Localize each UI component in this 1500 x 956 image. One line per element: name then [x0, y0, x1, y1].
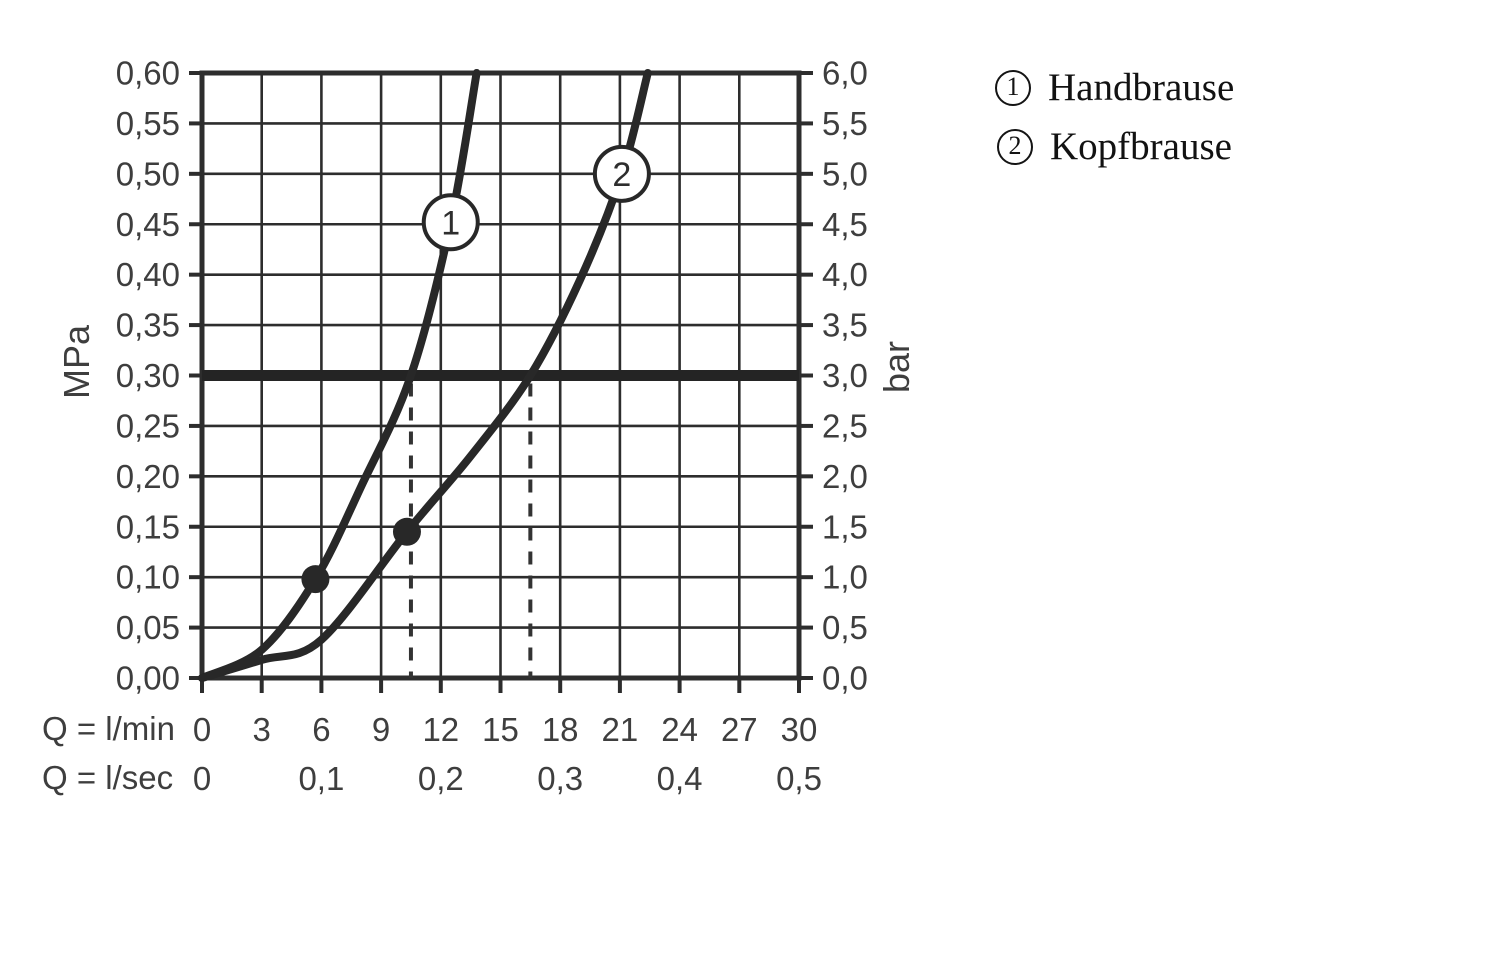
x-lmin-tick-label: 27 — [721, 711, 758, 748]
left-tick-label: 0,60 — [116, 55, 180, 92]
x-lmin-tick-label: 15 — [482, 711, 519, 748]
x-lmin-tick-label: 0 — [193, 711, 211, 748]
left-tick-label: 0,55 — [116, 105, 180, 142]
left-tick-label: 0,15 — [116, 508, 180, 545]
curve-1-badge-number: 1 — [441, 204, 460, 242]
x-lmin-tick-label: 9 — [372, 711, 390, 748]
right-tick-label: 2,5 — [822, 407, 868, 444]
curve-1-badge-circle — [421, 193, 480, 252]
right-tick-label: 3,0 — [822, 357, 868, 394]
left-tick-label: 0,30 — [116, 357, 180, 394]
left-tick-label: 0,45 — [116, 206, 180, 243]
x-axis-row2-label: Q = l/sec — [42, 759, 174, 796]
right-tick-label: 5,5 — [822, 105, 868, 142]
x-lmin-tick-label: 3 — [253, 711, 271, 748]
x-lmin-tick-label: 18 — [542, 711, 579, 748]
x-lmin-tick-label: 12 — [422, 711, 459, 748]
x-lmin-tick-label: 30 — [781, 711, 818, 748]
left-tick-label: 0,40 — [116, 256, 180, 293]
right-tick-label: 0,0 — [822, 660, 868, 697]
right-tick-label: 4,0 — [822, 256, 868, 293]
left-tick-label: 0,35 — [116, 307, 180, 344]
right-tick-label: 2,0 — [822, 458, 868, 495]
x-lmin-tick-label: 21 — [602, 711, 639, 748]
left-tick-label: 0,05 — [116, 609, 180, 646]
right-axis-unit-label: bar — [876, 340, 917, 394]
x-lsec-tick-label: 0,1 — [298, 760, 344, 797]
x-lsec-tick-label: 0,4 — [657, 760, 703, 797]
left-tick-label: 0,10 — [116, 559, 180, 596]
right-tick-label: 1,5 — [822, 508, 868, 545]
x-lmin-tick-label: 6 — [312, 711, 330, 748]
left-axis-unit-label: MPa — [56, 324, 97, 400]
curve-1-marker-dot — [301, 565, 330, 594]
left-tick-label: 0,00 — [116, 660, 180, 697]
left-tick-label: 0,25 — [116, 407, 180, 444]
right-tick-label: 3,5 — [822, 307, 868, 344]
left-tick-label: 0,50 — [116, 155, 180, 192]
right-tick-label: 0,5 — [822, 609, 868, 646]
curve-2-marker-dot — [392, 517, 421, 546]
left-tick-label: 0,20 — [116, 458, 180, 495]
curve-2-badge-number: 2 — [612, 156, 631, 194]
right-tick-label: 6,0 — [822, 55, 868, 92]
x-lsec-tick-label: 0,3 — [537, 760, 583, 797]
curve-2-badge-circle — [592, 144, 651, 203]
right-tick-label: 5,0 — [822, 155, 868, 192]
x-lsec-tick-label: 0 — [193, 760, 211, 797]
x-lsec-tick-label: 0,2 — [418, 760, 464, 797]
x-axis-row1-label: Q = l/min — [42, 710, 175, 747]
right-tick-label: 1,0 — [822, 559, 868, 596]
x-lsec-tick-label: 0,5 — [776, 760, 822, 797]
x-lmin-tick-label: 24 — [661, 711, 698, 748]
right-tick-label: 4,5 — [822, 206, 868, 243]
